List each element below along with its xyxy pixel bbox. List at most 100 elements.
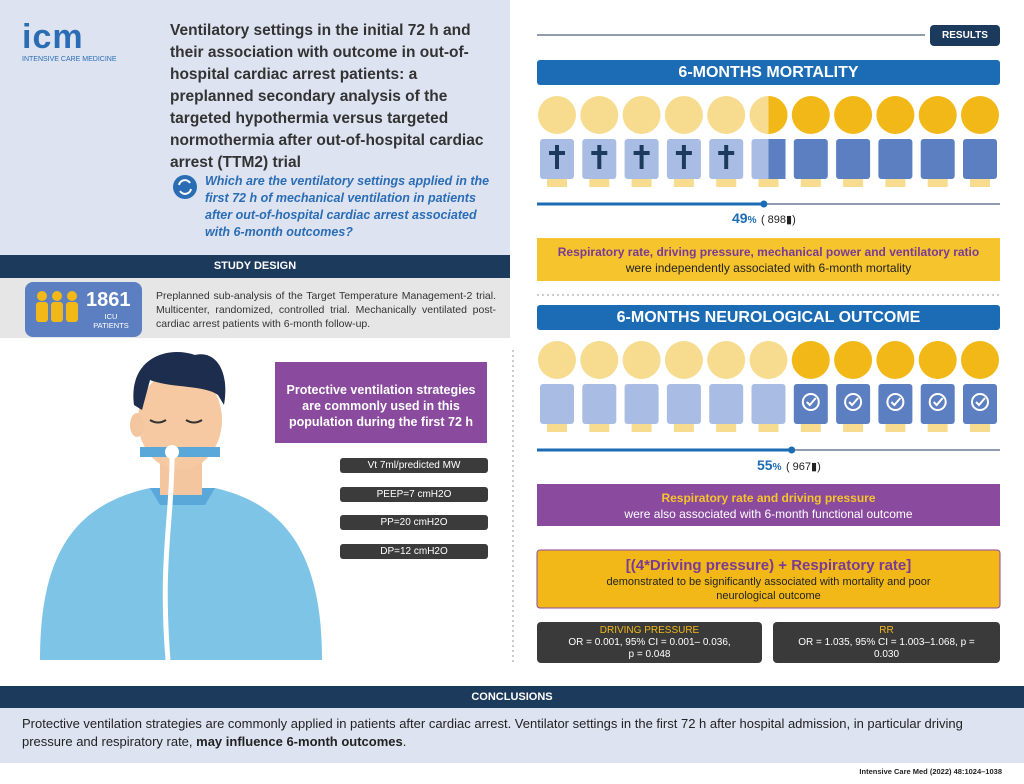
- cross: [555, 145, 559, 169]
- figure-head: [580, 341, 619, 379]
- figure-head: [834, 341, 873, 379]
- figure-body: [666, 384, 701, 424]
- cross: [639, 145, 644, 169]
- figure-head: [622, 341, 661, 379]
- figure-body: [793, 139, 828, 179]
- protective-text: Protective ventilation strategies are co…: [286, 383, 476, 429]
- check-circle: [971, 393, 989, 411]
- setting: Vt 7ml/predicted MW: [340, 458, 488, 473]
- check: [848, 397, 859, 407]
- stat-text: OR = 0.001, 95% CI = 0.001– 0.036, p = 0…: [568, 637, 731, 660]
- figure-legs: [673, 424, 694, 432]
- percent-unit: %: [772, 462, 782, 473]
- cross: [633, 151, 650, 155]
- protective-bg: [275, 362, 487, 443]
- check: [806, 397, 817, 407]
- figure-head: [749, 341, 788, 379]
- count-close: ): [817, 461, 821, 473]
- percent: 49: [732, 210, 748, 226]
- formula-title: [(4*Driving pressure) + Respiratory rate…: [625, 557, 912, 574]
- figure-body: [920, 139, 955, 179]
- neuro-stat: 55% ( 967▮): [757, 457, 821, 475]
- mortality-stat: 49% ( 898▮): [732, 210, 796, 228]
- setting: DP=12 cmH2O: [340, 544, 488, 559]
- count: ( 898: [760, 214, 787, 226]
- cross: [591, 151, 608, 155]
- figure-legs: [800, 179, 821, 187]
- figure-legs: [927, 424, 948, 432]
- formula-text: demonstrated to be significantly associa…: [606, 576, 931, 602]
- figure-head: [580, 96, 619, 134]
- neuro-finding-bg: [537, 484, 1000, 526]
- figure-head: [876, 341, 915, 379]
- figure-legs: [758, 424, 779, 432]
- figure-body: [878, 139, 913, 179]
- figure-head: [876, 96, 915, 134]
- cross: [675, 151, 692, 155]
- title: Ventilatory settings in the initial 72 h…: [170, 22, 484, 171]
- setting: PP=20 cmH2O: [340, 515, 488, 530]
- progress-marker: [760, 200, 768, 208]
- figure-head: [538, 341, 576, 379]
- check: [890, 397, 902, 407]
- stat-label: DRIVING PRESSURE: [599, 625, 700, 636]
- figure-legs: [716, 179, 737, 187]
- text-bold: may influence 6-month outcomes: [196, 734, 403, 749]
- figure-legs: [885, 424, 906, 432]
- figure-legs: [970, 424, 990, 432]
- figure-body: [709, 384, 744, 424]
- study-description: Preplanned sub-analysis of the Target Te…: [156, 290, 496, 330]
- header-bg: [0, 0, 510, 255]
- mortality-heading: 6-MONTHS MORTALITY: [537, 60, 1000, 85]
- count-close: ): [792, 214, 796, 226]
- text-end: .: [402, 734, 407, 749]
- results-badge: RESULTS: [942, 30, 988, 41]
- figure-head: [664, 341, 703, 379]
- figure-legs: [970, 179, 990, 187]
- figure-body-half: [768, 139, 786, 179]
- percent: 55: [757, 457, 773, 473]
- cross: [724, 145, 729, 169]
- figure-head: [707, 341, 746, 379]
- question-icon: [173, 175, 197, 199]
- figure-body: [624, 384, 659, 424]
- check: [932, 397, 944, 407]
- figure-legs: [631, 179, 652, 187]
- figure-head: [918, 341, 957, 379]
- figure-head: [834, 96, 873, 134]
- figure-body: [836, 139, 871, 179]
- question: Which are the ventilatory settings appli…: [205, 174, 490, 239]
- percent-unit: %: [747, 215, 757, 226]
- figure-legs: [589, 179, 610, 187]
- figure-head: [538, 96, 576, 134]
- patient-illustration: [40, 352, 322, 661]
- figure-legs: [547, 424, 567, 432]
- stat-box: RR OR = 1.035, 95% CI = 1.003–1.068, p =…: [773, 622, 1000, 663]
- formula: [(4*Driving pressure) + Respiratory rate…: [537, 556, 1000, 603]
- finding: were also associated with 6-month functi…: [624, 507, 913, 521]
- results-badge-bg: [930, 25, 1000, 46]
- figure-legs: [673, 179, 694, 187]
- stat-label: RR: [879, 625, 894, 636]
- figure-body: [540, 384, 574, 424]
- mortality-finding: Respiratory rate, driving pressure, mech…: [537, 244, 1000, 276]
- logo-sub: INTENSIVE CARE MEDICINE: [22, 56, 117, 63]
- stat-text: OR = 1.035, 95% CI = 1.003–1.068, p = 0.…: [798, 637, 975, 660]
- figure-head: [961, 341, 999, 379]
- figure-head: [622, 96, 661, 134]
- conclusions-bg: [0, 708, 1024, 763]
- figure-legs: [631, 424, 652, 432]
- cross: [597, 145, 602, 169]
- check-circle: [844, 393, 863, 411]
- citation: Intensive Care Med (2022) 48:1024–1038: [859, 767, 1002, 776]
- figure-head: [707, 96, 746, 134]
- check-circle: [886, 393, 905, 411]
- figure-head: [918, 96, 957, 134]
- conclusions-heading: CONCLUSIONS: [0, 686, 1024, 708]
- figure-head-half: [768, 96, 788, 134]
- figure-head: [664, 96, 703, 134]
- count: ( 967: [785, 461, 812, 473]
- figure-head: [791, 341, 830, 379]
